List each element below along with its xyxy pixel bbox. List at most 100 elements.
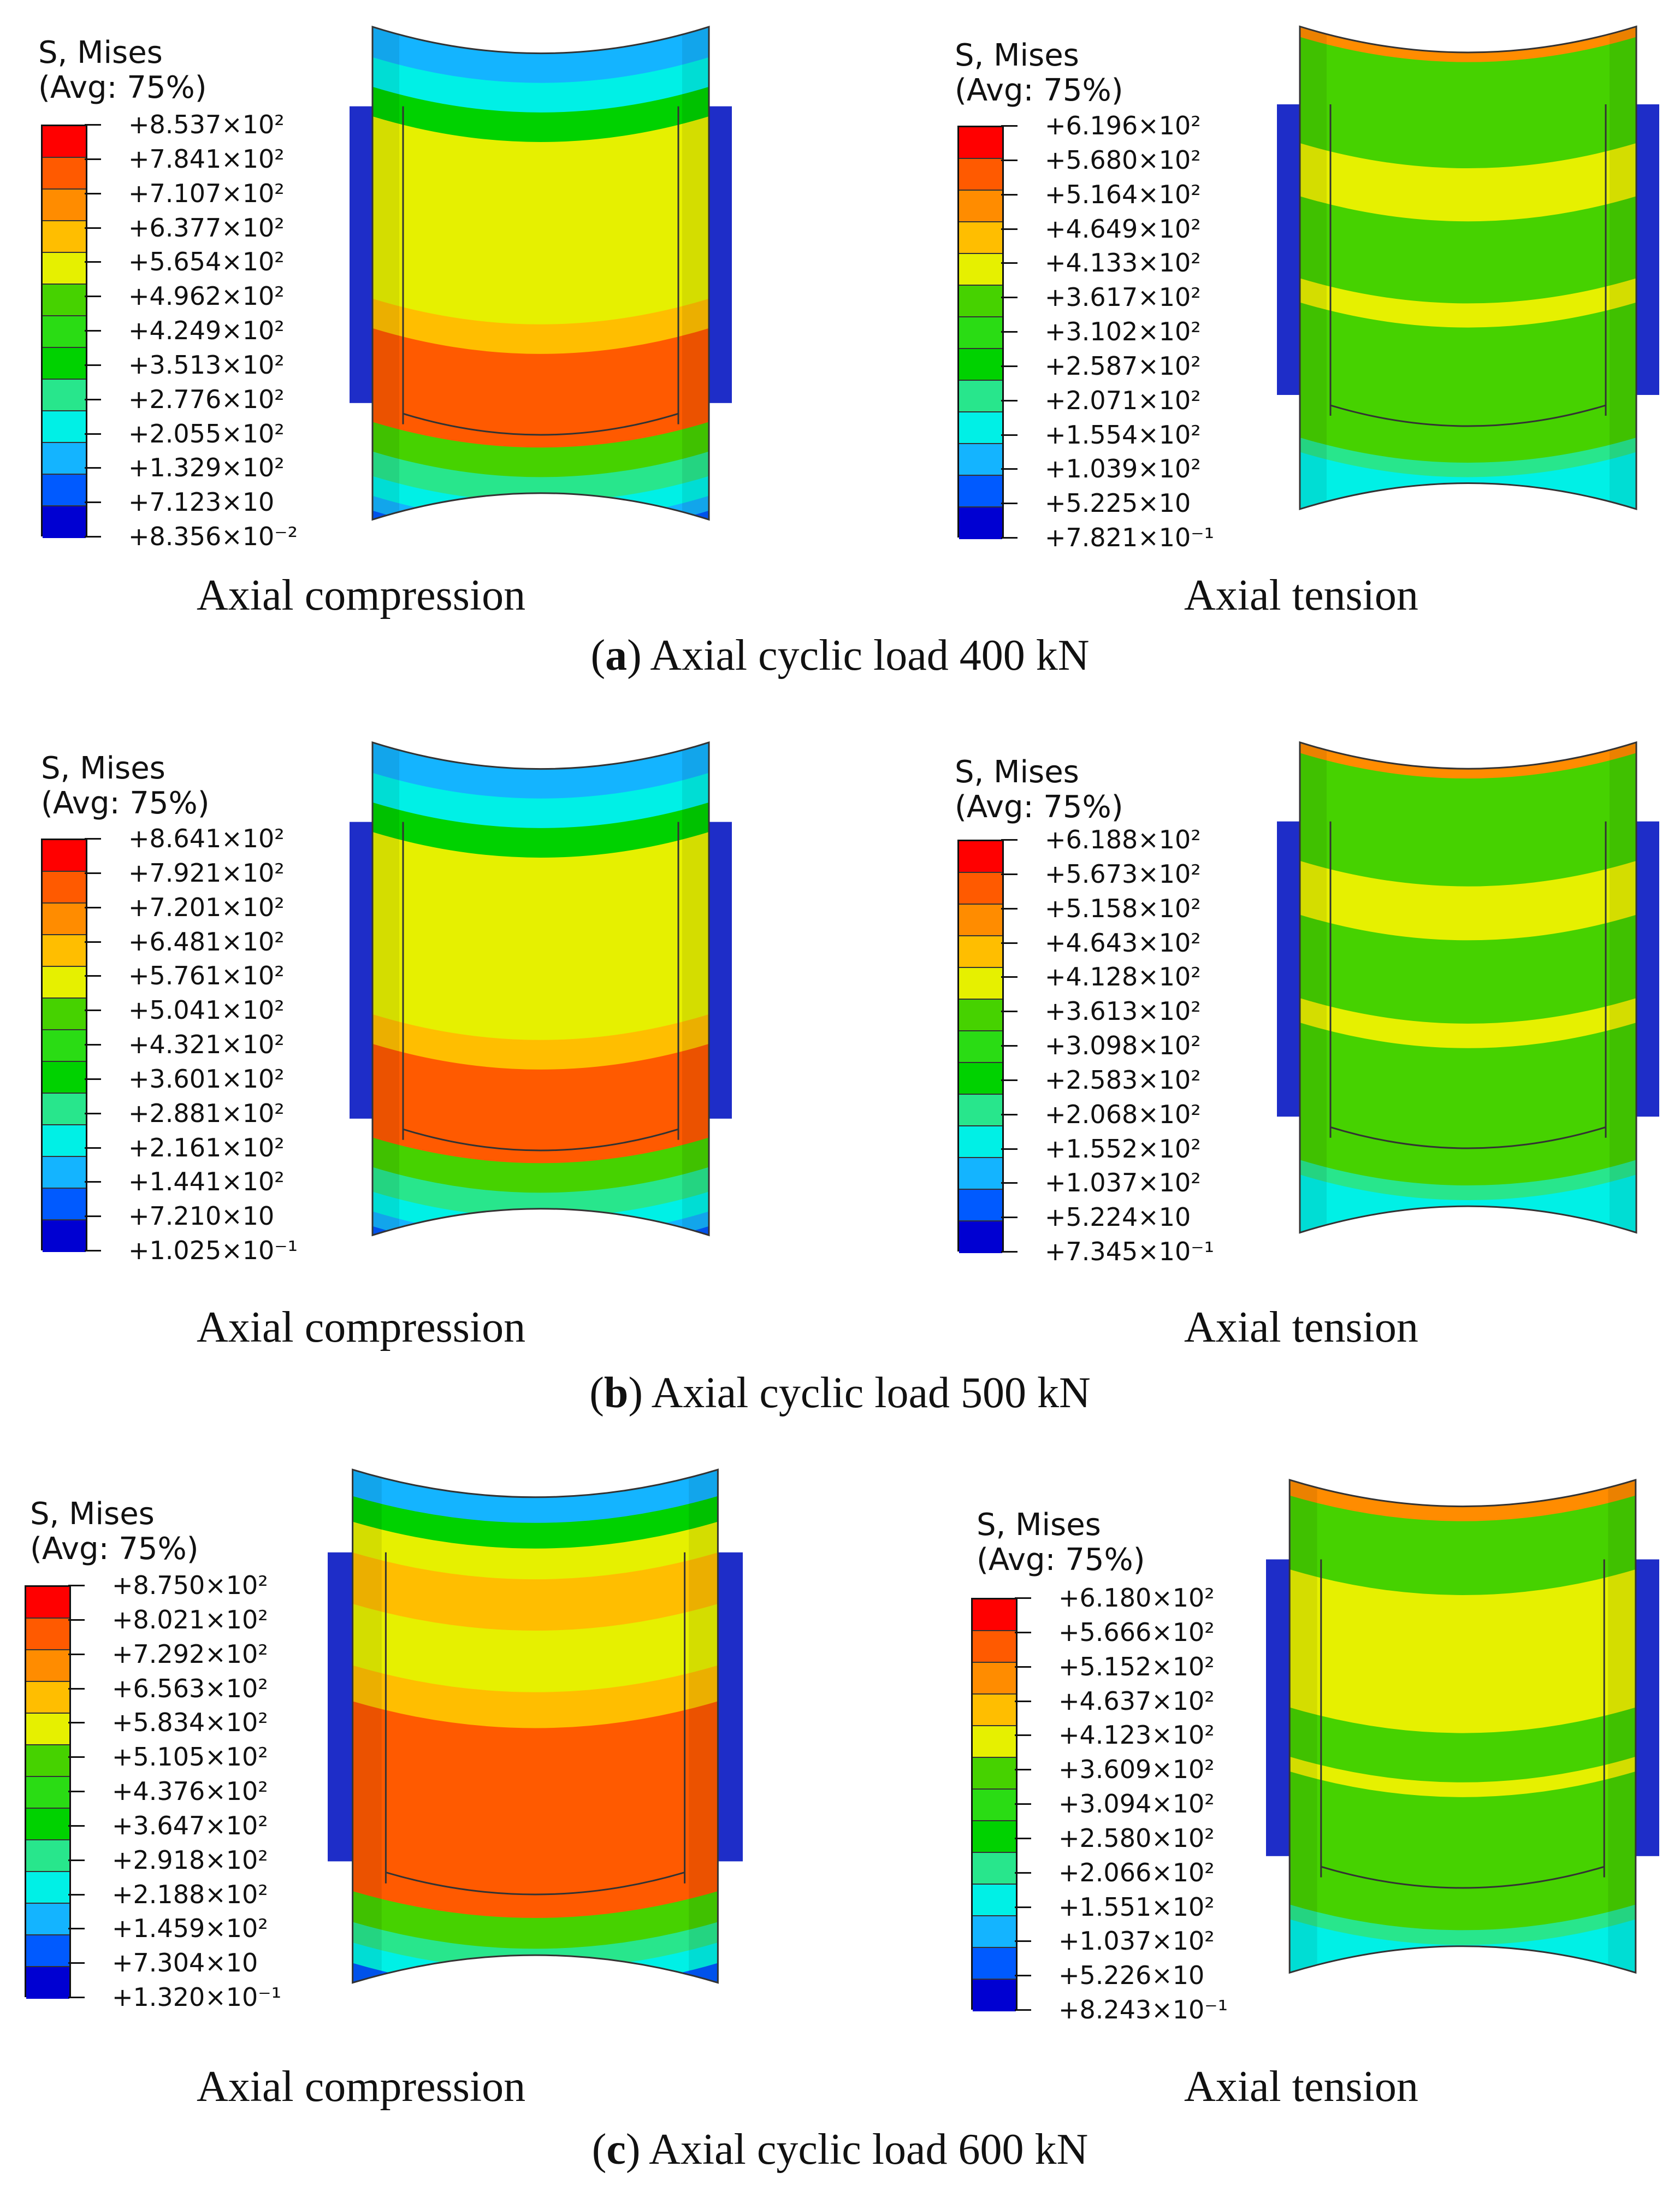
caption-text: Axial cyclic load 500 kN <box>651 1369 1091 1417</box>
scale-tick <box>1001 1079 1018 1081</box>
scale-tick <box>85 501 101 504</box>
panel-b: S, Mises (Avg: 75%) +8.641×10² +7.921×10²… <box>0 721 1680 1448</box>
contour-band <box>1300 752 1636 888</box>
scale-value-label: +6.196×10² <box>1045 111 1201 140</box>
scale-tick <box>68 1997 85 1998</box>
scale-tick <box>68 1825 85 1827</box>
scale-cell <box>43 253 86 285</box>
scale-value-label: +6.377×10² <box>128 212 285 243</box>
scale-bar <box>957 840 1004 1253</box>
contour-band <box>1289 1568 1636 1734</box>
contour-band <box>1289 1480 1636 1522</box>
scale-tick <box>1001 1251 1018 1253</box>
scale-value-label: +3.617×10² <box>1045 282 1201 312</box>
scale-cell <box>43 967 86 999</box>
right-edge-shade <box>1608 1480 1636 1973</box>
scale-cell <box>26 1777 69 1809</box>
contour-bands <box>352 1469 718 1983</box>
tension-half-a: S, Mises (Avg: 75%) +6.196×10² +5.680×10²… <box>840 0 1680 727</box>
scale-cell <box>959 968 1002 1000</box>
scale-tick <box>68 1687 85 1690</box>
scale-value-label: +1.552×10² <box>1045 1134 1201 1164</box>
scale-value-label: +3.102×10² <box>1045 317 1201 346</box>
contour-bands <box>1300 26 1636 509</box>
contour-band <box>1300 277 1636 329</box>
contour-band <box>372 327 709 449</box>
scale-cell <box>26 1587 69 1619</box>
scale-tick <box>1001 907 1018 910</box>
compression-model-a <box>350 26 732 521</box>
scale-tick <box>1001 537 1018 539</box>
scale-value-label: +1.320×10⁻¹ <box>112 1982 282 2012</box>
scale-value-label: +3.609×10² <box>1058 1755 1215 1785</box>
contour-band <box>372 1225 709 1236</box>
scale-tick <box>1015 1666 1031 1668</box>
scale-tick <box>85 330 101 332</box>
scale-cell <box>959 286 1002 317</box>
contour-bands <box>372 742 709 1236</box>
scale-tick <box>1015 1631 1031 1633</box>
scale-value-label: +2.918×10² <box>112 1845 268 1875</box>
contour-band <box>1300 1173 1636 1233</box>
tension-half-c: S, Mises (Avg: 75%) +6.180×10² +5.666×10²… <box>840 1448 1680 2202</box>
scale-tick <box>68 1928 85 1930</box>
scale-cell <box>26 1619 69 1650</box>
contour-band <box>1300 142 1636 223</box>
scale-cell <box>43 872 86 904</box>
left-edge-shade <box>372 742 399 1236</box>
legend-title: S, Mises <box>955 38 1079 73</box>
scale-value-label: +4.128×10² <box>1045 962 1201 992</box>
scale-tick <box>1015 1906 1031 1908</box>
scale-tick <box>1001 1045 1018 1047</box>
compression-label: Axial compression <box>197 1303 526 1351</box>
contour-band <box>372 831 709 1041</box>
scale-cell <box>26 1967 69 1999</box>
contour-band <box>1289 1918 1636 1973</box>
scale-tick <box>85 192 101 194</box>
contour-band <box>352 1495 718 1550</box>
contour-band <box>1300 914 1636 1025</box>
scale-cell <box>26 1745 69 1777</box>
contour-band <box>372 421 709 479</box>
contour-band <box>352 1551 718 1632</box>
scale-value-label: +5.226×10 <box>1058 1961 1205 1991</box>
scale-cell <box>43 1062 86 1094</box>
scale-bar <box>957 126 1004 539</box>
scale-value-label: +1.037×10² <box>1045 1168 1201 1198</box>
scale-tick <box>85 296 101 298</box>
contour-bands <box>372 27 709 520</box>
scale-cell <box>959 159 1002 191</box>
scale-tick <box>1001 942 1018 944</box>
contour-band <box>1300 436 1636 479</box>
contour-band <box>352 1700 718 1919</box>
scale-cell <box>959 412 1002 444</box>
scale-cell <box>43 475 86 506</box>
caption-text: Axial cyclic load 400 kN <box>650 631 1090 680</box>
scale-tick <box>85 398 101 400</box>
scale-cell <box>43 348 86 380</box>
scale-cell <box>26 1682 69 1714</box>
scale-value-label: +4.249×10² <box>128 316 285 345</box>
scale-cell <box>959 381 1002 412</box>
scale-cell <box>43 316 86 348</box>
scale-value-label: +6.188×10² <box>1045 825 1201 854</box>
scale-cell <box>959 873 1002 905</box>
contour-band <box>372 27 709 84</box>
scale-tick <box>1015 1597 1031 1599</box>
scale-tick <box>68 1859 85 1861</box>
scale-value-label: +3.613×10² <box>1045 996 1201 1026</box>
legend-subtitle: (Avg: 75%) <box>955 789 1123 825</box>
scale-value-label: +8.750×10² <box>112 1571 268 1600</box>
scale-value-label: +3.513×10² <box>128 350 285 380</box>
scale-value-label: +1.025×10⁻¹ <box>128 1236 298 1265</box>
scale-tick <box>1015 1769 1031 1771</box>
scale-value-label: +5.158×10² <box>1045 893 1201 923</box>
contour-band <box>1300 860 1636 942</box>
scale-value-label: +5.041×10² <box>128 995 285 1025</box>
scale-value-label: +4.133×10² <box>1045 248 1201 278</box>
scale-value-label: +5.654×10² <box>128 247 285 277</box>
scale-tick <box>1015 1700 1031 1702</box>
scale-value-label: +4.321×10² <box>128 1030 285 1059</box>
scale-cell <box>43 411 86 443</box>
scale-cell <box>973 1631 1016 1663</box>
